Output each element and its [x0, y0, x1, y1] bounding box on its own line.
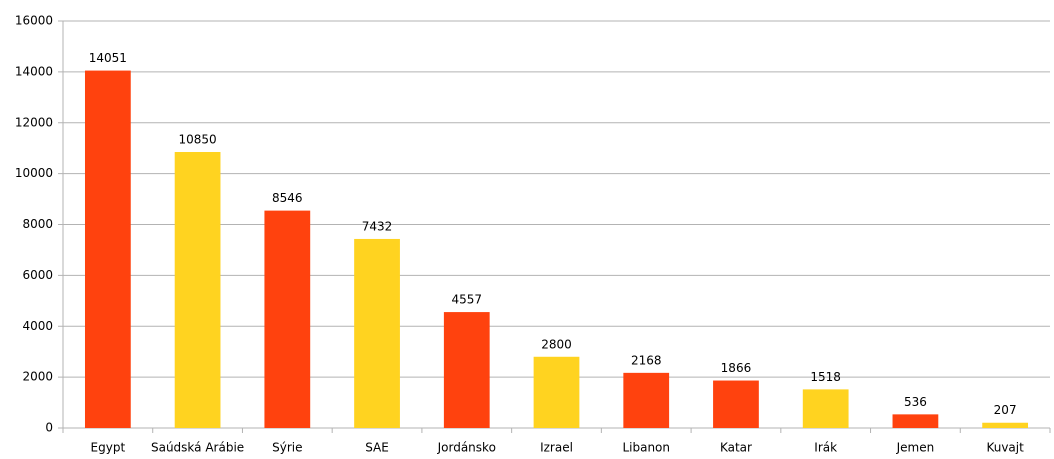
bar	[533, 356, 580, 428]
value-label: 207	[994, 403, 1017, 417]
bar	[84, 70, 131, 428]
bar	[982, 422, 1029, 428]
x-tick-label: Saúdská Arábie	[151, 441, 244, 455]
value-label: 1866	[721, 361, 752, 375]
value-label: 8546	[272, 191, 303, 205]
x-tick-label: Katar	[720, 441, 752, 455]
y-tick-label: 8000	[22, 217, 53, 231]
bar	[443, 312, 490, 428]
x-tick-label: Irák	[814, 441, 837, 455]
value-label: 4557	[451, 293, 482, 307]
y-tick-label: 10000	[15, 166, 53, 180]
value-label: 2800	[541, 337, 572, 351]
value-label: 10850	[178, 133, 216, 147]
x-tick-label: Jemen	[896, 441, 935, 455]
bar	[623, 372, 670, 428]
value-label: 1518	[810, 370, 841, 384]
x-tick-label: Kuvajt	[986, 441, 1024, 455]
bar	[264, 210, 311, 428]
value-label: 2168	[631, 353, 662, 367]
x-tick-label: Izrael	[540, 441, 573, 455]
value-label: 14051	[89, 51, 127, 65]
x-tick-label: Egypt	[91, 441, 126, 455]
y-tick-label: 6000	[22, 268, 53, 282]
bar	[713, 380, 759, 428]
bar	[354, 238, 400, 428]
bar	[892, 414, 939, 428]
x-tick-label: Jordánsko	[437, 441, 496, 455]
value-label: 7432	[362, 219, 393, 233]
y-tick-label: 0	[45, 421, 53, 435]
y-tick-label: 2000	[22, 370, 53, 384]
bar	[802, 389, 849, 428]
y-tick-label: 12000	[15, 115, 53, 129]
x-tick-label: Sýrie	[272, 441, 302, 455]
y-tick-label: 14000	[15, 64, 53, 78]
y-tick-label: 16000	[15, 14, 53, 28]
y-tick-label: 4000	[22, 319, 53, 333]
bar	[174, 152, 221, 429]
value-label: 536	[904, 395, 927, 409]
x-tick-label: Libanon	[622, 441, 670, 455]
x-tick-label: SAE	[365, 441, 389, 455]
